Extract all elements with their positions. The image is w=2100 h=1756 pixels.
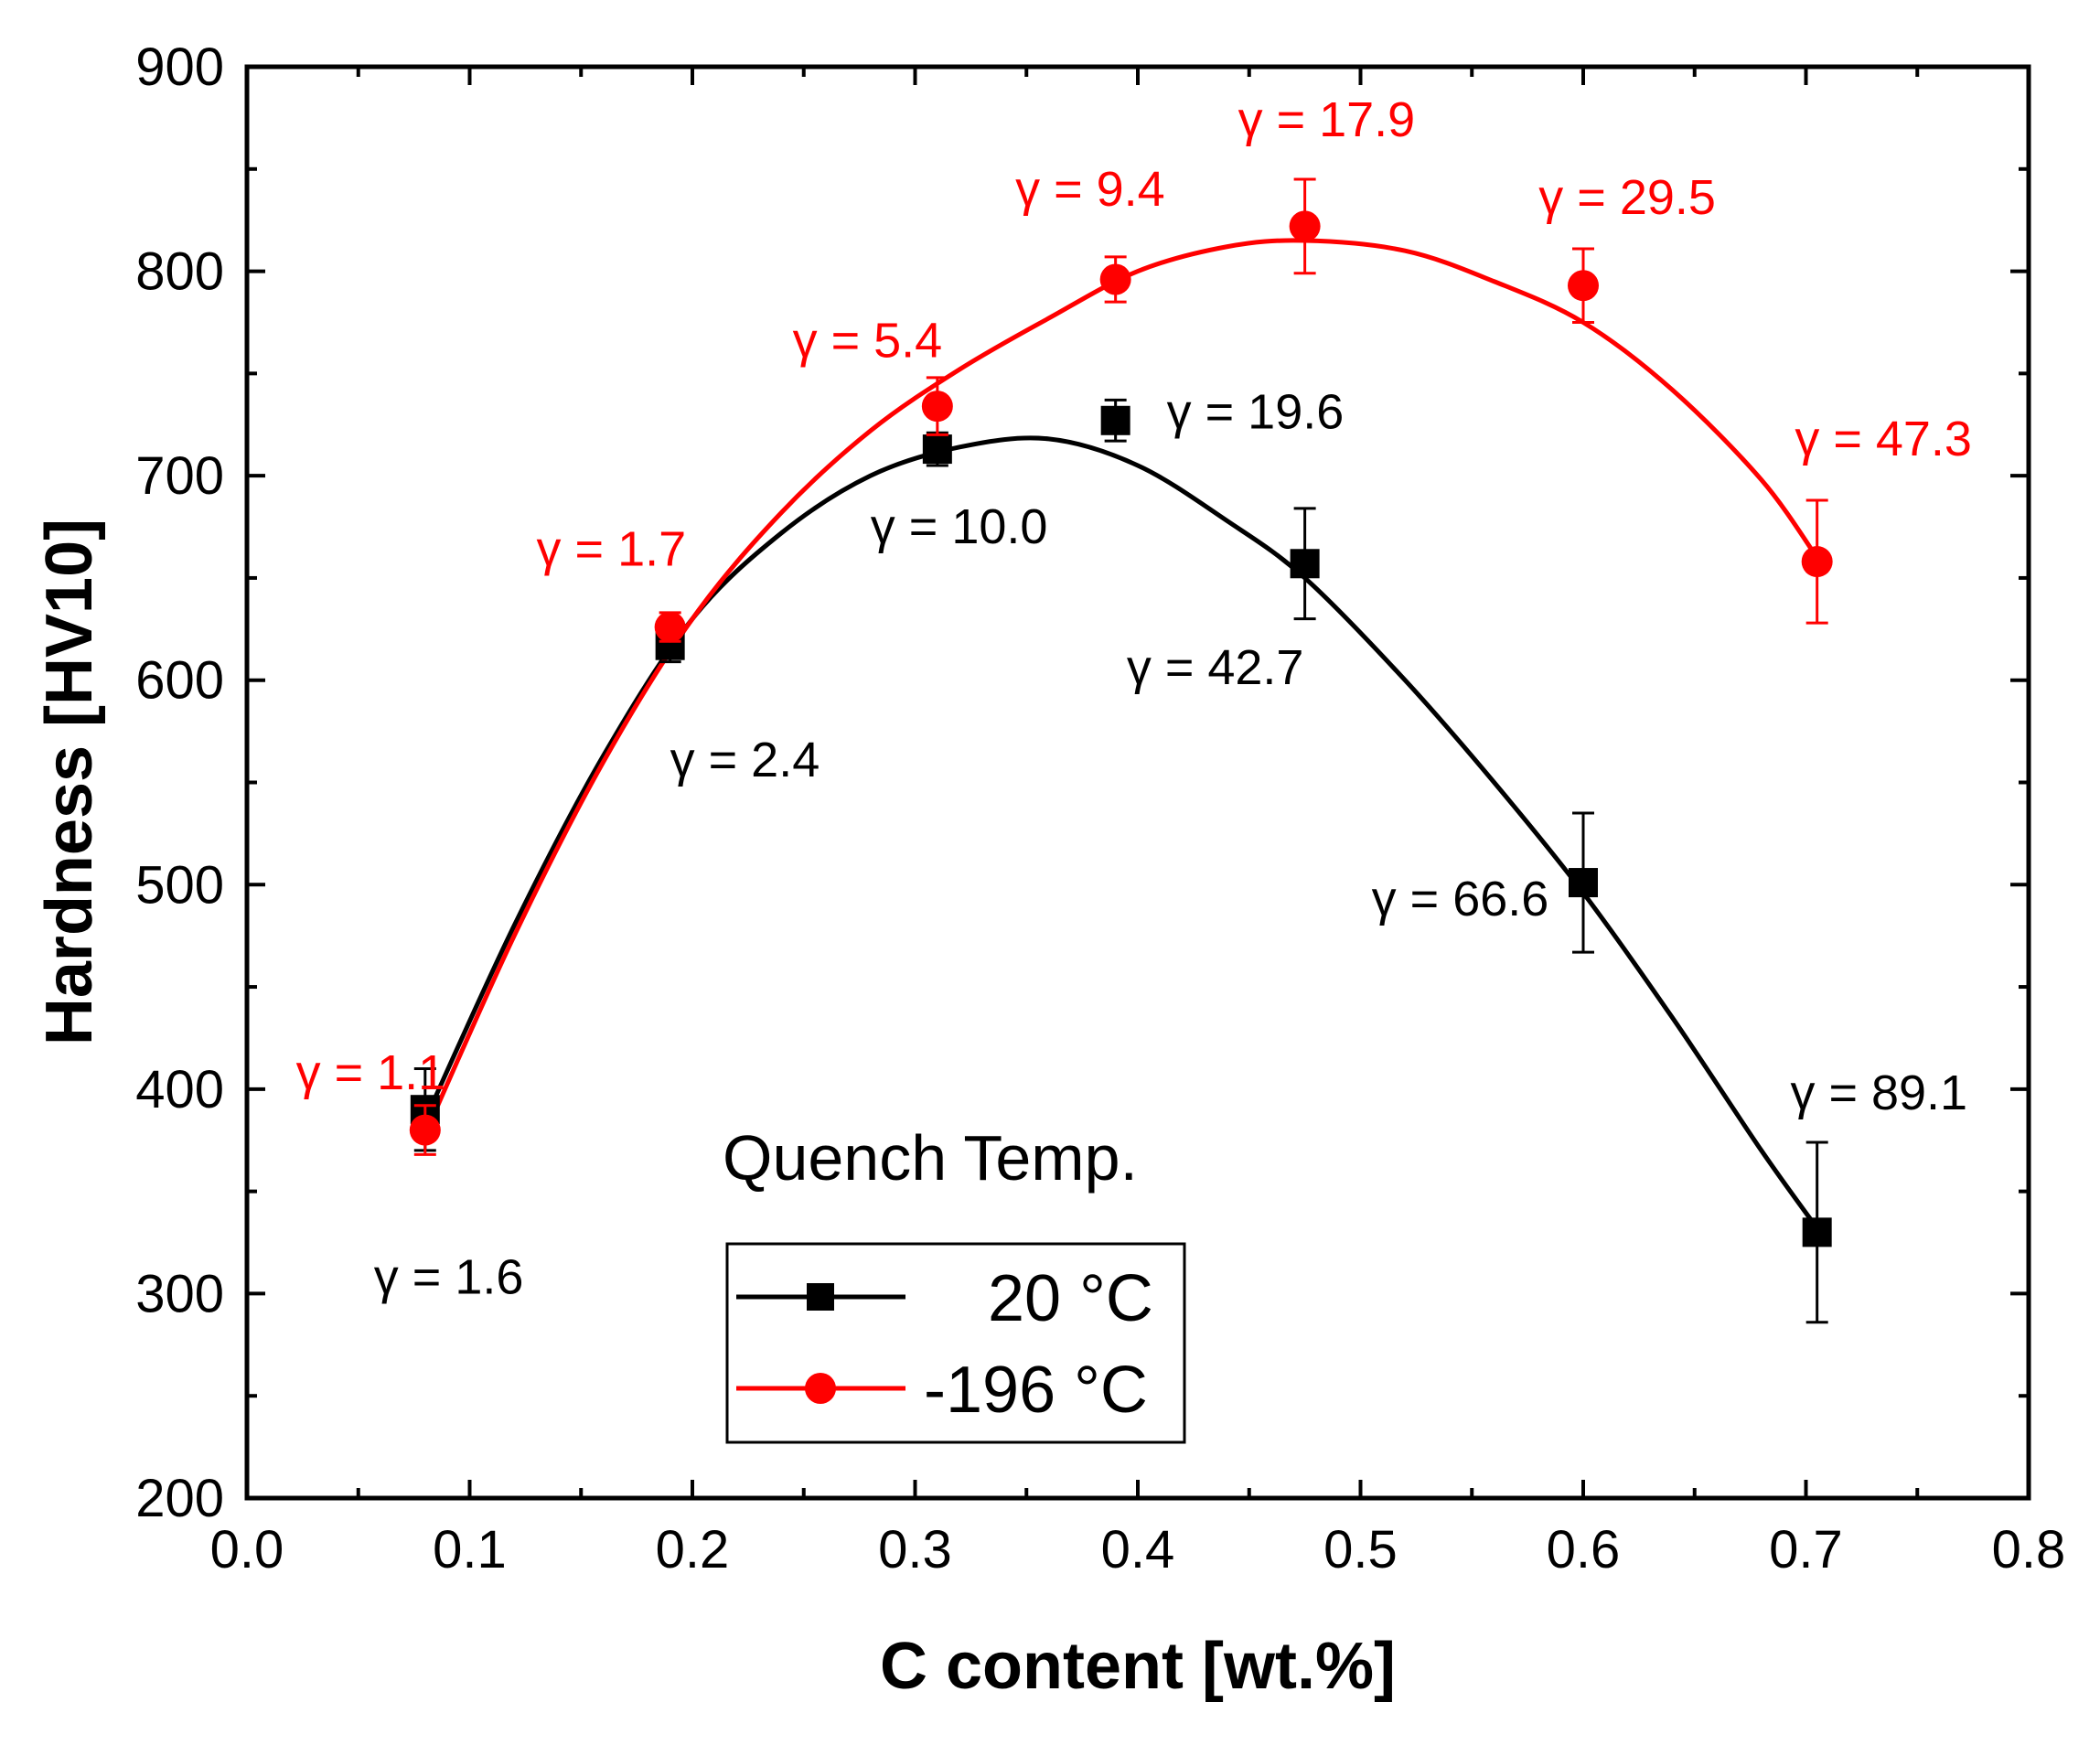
data-point-m196c [921, 391, 953, 423]
data-point-20c [1290, 549, 1320, 579]
legend: Quench Temp. 20 °C -196 °C [723, 1122, 1186, 1444]
data-point-20c [1802, 1217, 1832, 1247]
gamma-label-m196c: γ = 29.5 [1538, 170, 1716, 225]
legend-marker-m196c [805, 1373, 836, 1404]
fit-curve-20c [423, 435, 1819, 1230]
data-points [409, 177, 1833, 1324]
legend-label-20c: 20 °C [988, 1262, 1153, 1335]
y-tick-label: 500 [135, 855, 224, 915]
x-tick-label: 0.2 [656, 1520, 730, 1579]
gamma-label-m196c: γ = 17.9 [1238, 92, 1416, 147]
x-tick-label: 0.8 [1992, 1520, 2066, 1579]
data-point-m196c [1289, 210, 1321, 242]
y-tick-label: 200 [135, 1469, 224, 1528]
gamma-label-20c: γ = 89.1 [1790, 1065, 1967, 1120]
y-tick-label: 300 [135, 1264, 224, 1323]
x-tick-label: 0.4 [1101, 1520, 1175, 1579]
x-tick-label: 0.7 [1769, 1520, 1843, 1579]
y-axis-title: Hardness [HV10] [33, 519, 106, 1045]
gamma-label-20c: γ = 2.4 [670, 733, 820, 787]
data-point-m196c [1801, 546, 1833, 578]
legend-label-m196c: -196 °C [924, 1354, 1148, 1427]
y-tick-label: 700 [135, 446, 224, 506]
axis-ticks: 0.0 0.1 0.2 0.3 0.4 0.5 0.6 0.7 0.8 200 300 400 500 6… [135, 37, 2065, 1579]
data-point-m196c [1099, 263, 1131, 295]
gamma-label-20c: γ = 10.0 [871, 499, 1048, 554]
x-tick-label: 0.0 [210, 1520, 284, 1579]
y-tick-label: 800 [135, 242, 224, 302]
data-point-20c [1569, 868, 1598, 898]
x-tick-label: 0.1 [433, 1520, 507, 1579]
data-point-m196c [1568, 270, 1599, 302]
gamma-label-20c: γ = 1.6 [374, 1249, 524, 1304]
x-tick-label: 0.6 [1547, 1520, 1621, 1579]
legend-box [725, 1242, 1186, 1444]
legend-title: Quench Temp. [723, 1122, 1138, 1194]
data-point-m196c [654, 611, 686, 643]
gamma-label-m196c: γ = 47.3 [1795, 412, 1972, 466]
data-point-20c [1100, 405, 1130, 435]
gamma-label-20c: γ = 66.6 [1372, 872, 1549, 926]
gamma-label-m196c: γ = 5.4 [793, 313, 943, 368]
gamma-label-m196c: γ = 9.4 [1015, 162, 1165, 217]
fit-curve-m196c [423, 238, 1819, 1136]
x-tick-label: 0.3 [878, 1520, 952, 1579]
x-axis-title: C content [wt.%] [880, 1630, 1396, 1703]
x-tick-label: 0.5 [1323, 1520, 1398, 1579]
fit-curves [423, 238, 1819, 1230]
y-tick-label: 600 [135, 651, 224, 711]
gamma-label-m196c: γ = 1.1 [296, 1045, 446, 1100]
gamma-label-20c: γ = 42.7 [1127, 640, 1304, 695]
y-tick-label: 400 [135, 1060, 224, 1119]
y-tick-label: 900 [135, 37, 224, 97]
gamma-annotations: γ = 1.6 γ = 2.4 γ = 10.0 γ = 19.6 γ = 42.7 γ … [296, 92, 1972, 1304]
data-point-m196c [409, 1114, 441, 1146]
gamma-label-m196c: γ = 1.7 [537, 522, 687, 577]
data-point-20c [922, 434, 952, 465]
gamma-label-20c: γ = 19.6 [1167, 385, 1345, 440]
legend-marker-20c [807, 1283, 834, 1311]
